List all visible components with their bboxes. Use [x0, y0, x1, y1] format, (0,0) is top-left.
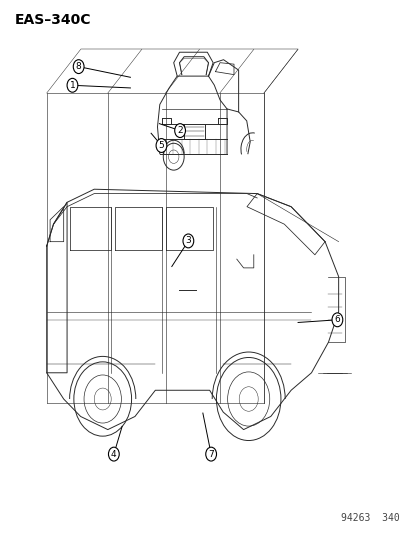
Text: 3: 3	[185, 237, 191, 245]
Circle shape	[174, 124, 185, 138]
Text: EAS–340C: EAS–340C	[14, 13, 91, 27]
Text: 94263  340: 94263 340	[340, 513, 399, 523]
Text: 2: 2	[177, 126, 183, 135]
Circle shape	[67, 78, 78, 92]
Text: 6: 6	[334, 316, 339, 324]
Circle shape	[108, 447, 119, 461]
Text: 5: 5	[158, 141, 164, 150]
Text: 1: 1	[69, 81, 75, 90]
Text: 4: 4	[111, 450, 116, 458]
Circle shape	[205, 447, 216, 461]
Circle shape	[73, 60, 84, 74]
Circle shape	[156, 139, 166, 152]
Text: 8: 8	[76, 62, 81, 71]
Circle shape	[331, 313, 342, 327]
Text: 7: 7	[208, 450, 214, 458]
Circle shape	[183, 234, 193, 248]
